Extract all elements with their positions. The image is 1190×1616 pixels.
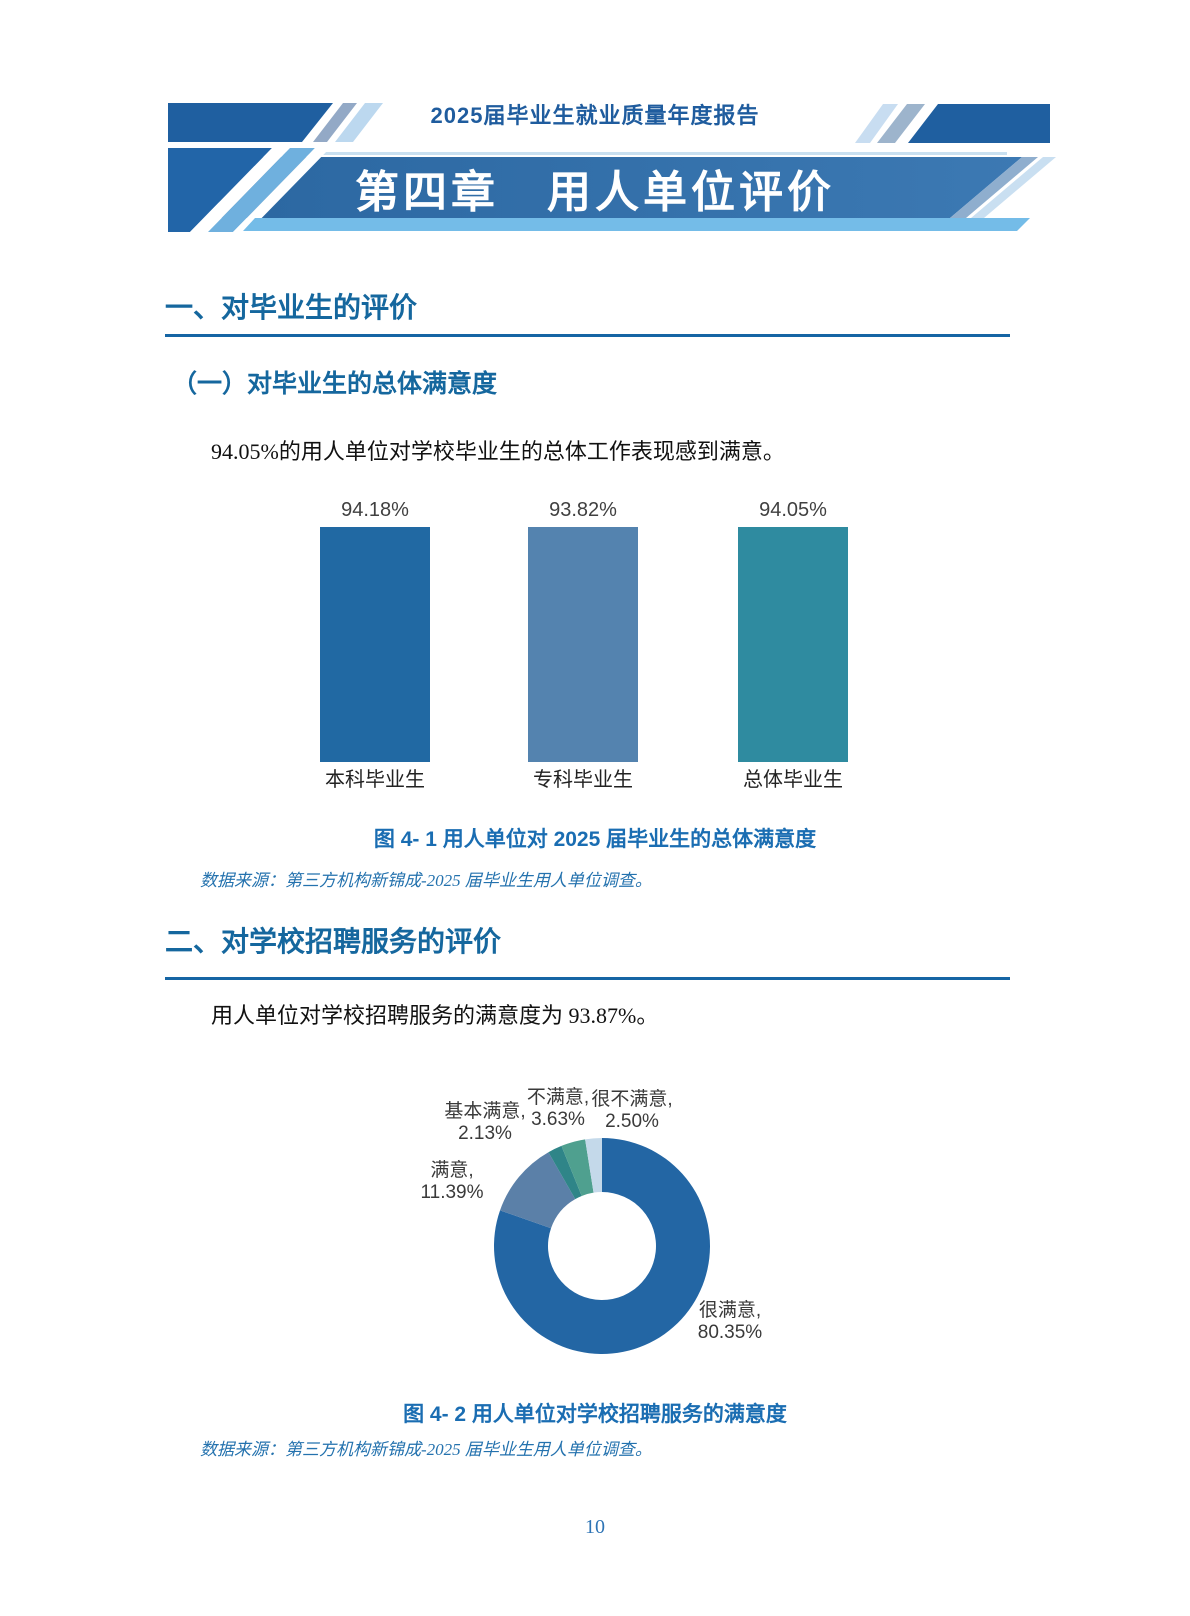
- donut-label-henmanyi: 很满意, 80.35%: [688, 1300, 772, 1344]
- bar-fill: [320, 527, 430, 762]
- donut-label-text: 满意,: [430, 1160, 474, 1181]
- banner-gray-stripe: [877, 104, 925, 143]
- donut-label-value: 80.35%: [697, 1322, 763, 1343]
- figure2-caption: 图 4- 2 用人单位对学校招聘服务的满意度: [403, 1403, 787, 1426]
- chapter-title: 第四章 用人单位评价: [355, 168, 835, 217]
- figure2-source: 数据来源：第三方机构新锦成-2025 届毕业生用人单位调查。: [200, 1440, 652, 1459]
- band-edge-stripe: [971, 157, 1056, 218]
- donut-label-value: 11.39%: [420, 1182, 484, 1203]
- section2-rule: [165, 977, 1010, 980]
- donut-slice-很满意: [493, 1138, 710, 1354]
- donut-label-jibenmanyi: 基本满意, 2.13%: [430, 1101, 540, 1145]
- banner-left-block: [168, 148, 272, 232]
- bar-value-label: 93.82%: [549, 499, 617, 521]
- bar-category-label: 总体毕业生: [743, 769, 843, 791]
- figure1-caption: 图 4- 1 用人单位对 2025 届毕业生的总体满意度: [373, 828, 817, 851]
- banner-blue-stripe: [208, 148, 315, 232]
- bar-chart-figure: 94.18% 93.82% 94.05% 本科毕业生 专科毕业生 总体毕业生: [280, 490, 920, 792]
- banner-light-stripe: [855, 104, 898, 143]
- section1-heading: 一、对毕业生的评价: [165, 292, 418, 323]
- section1-subheading: （一）对毕业生的总体满意度: [172, 370, 498, 398]
- donut-label-value: 3.63%: [531, 1109, 585, 1130]
- bar-fill: [738, 527, 848, 762]
- chapter-band: [210, 157, 1022, 218]
- banner-white-stripe: [233, 148, 330, 232]
- section2-body: 用人单位对学校招聘服务的满意度为 93.87%。: [211, 1003, 659, 1028]
- bar-group: 93.82%: [528, 499, 638, 762]
- section1-rule: [165, 334, 1010, 337]
- bar-group: 94.05%: [738, 499, 848, 762]
- bar-value-label: 94.05%: [759, 499, 827, 521]
- band-edge-stripe: [950, 157, 1038, 218]
- bar-category-label: 本科毕业生: [325, 769, 425, 791]
- banner-topleft-block: [168, 103, 333, 142]
- banner-white-stripe: [190, 148, 290, 232]
- banner-light-stripe: [335, 103, 383, 142]
- donut-label-text: 不满意,: [526, 1087, 590, 1108]
- bar-group: 94.18%: [320, 499, 430, 762]
- banner-topright-block: [908, 104, 1050, 143]
- report-title: 2025届毕业生就业质量年度报告: [430, 103, 760, 128]
- section1-body: 94.05%的用人单位对学校毕业生的总体工作表现感到满意。: [211, 439, 785, 464]
- donut-label-bumanyi: 不满意, 3.63%: [516, 1087, 600, 1131]
- donut-label-text: 很满意,: [698, 1300, 762, 1321]
- donut-slice-满意: [500, 1152, 576, 1229]
- section2-heading: 二、对学校招聘服务的评价: [165, 926, 502, 957]
- donut-label-text: 基本满意,: [444, 1101, 526, 1122]
- donut-label-henbumanyi: 很不满意, 2.50%: [582, 1089, 682, 1133]
- bar-fill: [528, 527, 638, 762]
- bar-value-label: 94.18%: [341, 499, 409, 521]
- banner-decoration: [168, 103, 1056, 232]
- banner-underbar: [243, 218, 1030, 231]
- banner-thin-line: [245, 152, 1007, 155]
- donut-label-text: 很不满意,: [591, 1089, 673, 1110]
- donut-slice-不满意: [561, 1139, 594, 1196]
- banner-gray-stripe: [313, 103, 357, 142]
- donut-label-value: 2.50%: [605, 1111, 659, 1132]
- donut-slice-基本满意: [548, 1145, 582, 1200]
- donut-slice-很不满意: [585, 1138, 602, 1193]
- figure1-source: 数据来源：第三方机构新锦成-2025 届毕业生用人单位调查。: [200, 871, 652, 890]
- donut-label-manyi: 满意, 11.39%: [412, 1160, 492, 1204]
- donut-label-value: 2.13%: [458, 1123, 512, 1144]
- page-number: 10: [585, 1516, 605, 1538]
- bar-category-label: 专科毕业生: [533, 769, 633, 791]
- donut-chart: [493, 1138, 710, 1354]
